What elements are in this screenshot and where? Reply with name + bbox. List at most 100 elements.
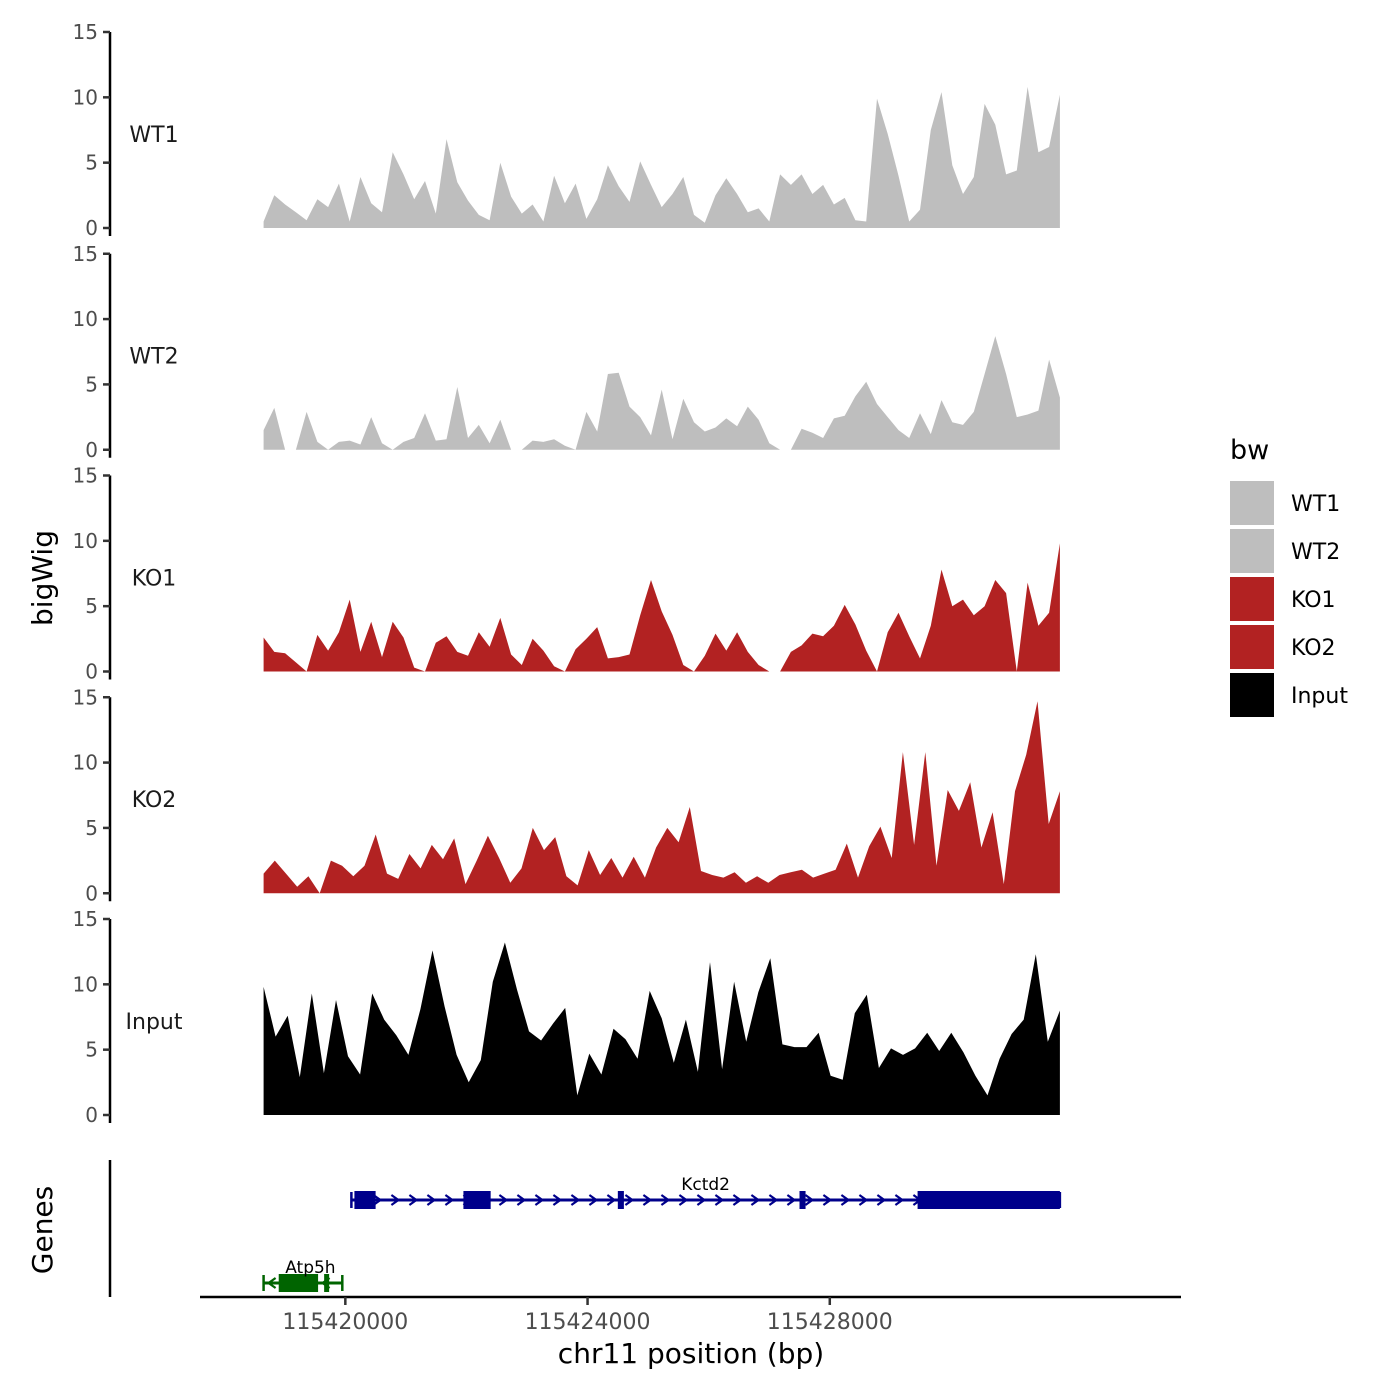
- y-tick-label-15: 15: [73, 464, 98, 488]
- strand-chevron: [498, 1194, 509, 1206]
- strand-chevron: [534, 1194, 545, 1206]
- x-axis: 115420000 115424000 115428000: [200, 1295, 1181, 1335]
- y-tick-label-0: 0: [85, 438, 98, 462]
- track-input: 0 5 10 15 Input: [73, 907, 1060, 1127]
- gene-kctd2: Kctd2: [350, 1175, 1062, 1209]
- strand-chevron: [696, 1194, 707, 1206]
- track-label-wt1: WT1: [129, 123, 178, 148]
- strand-chevron: [804, 1194, 815, 1206]
- signal-area-ko1: [263, 543, 1060, 672]
- signal-area-wt2: [263, 336, 1060, 450]
- signal-tracks: 0 5 10 15 WT1 0 5 10 15 WT2 0 5 10 15 KO1 0 5 10 15 KO2 0 5 10…: [73, 20, 1060, 1127]
- signal-area-ko2: [263, 701, 1060, 894]
- gene-track: Kctd2 Atp5h: [108, 1160, 1062, 1297]
- strand-chevron: [678, 1194, 689, 1206]
- exon: [354, 1191, 376, 1209]
- legend-label-wt1: WT1: [1291, 492, 1340, 517]
- track-label-wt2: WT2: [129, 345, 178, 370]
- y-tick-label-10: 10: [73, 529, 98, 553]
- legend-title: bw: [1230, 435, 1269, 466]
- y-tick-label-0: 0: [85, 216, 98, 240]
- strand-chevron: [372, 1194, 383, 1206]
- legend-label-ko2: KO2: [1291, 636, 1336, 661]
- y-tick-label-5: 5: [85, 1038, 98, 1062]
- signal-area-wt1: [263, 86, 1060, 229]
- genes-panel-title: Genes: [26, 1186, 59, 1274]
- legend-swatch-ko2: [1230, 625, 1274, 669]
- y-tick-label-0: 0: [85, 881, 98, 905]
- y-tick-label-0: 0: [85, 660, 98, 684]
- y-tick-label-15: 15: [73, 685, 98, 709]
- strand-chevron: [426, 1194, 437, 1206]
- y-tick-label-5: 5: [85, 816, 98, 840]
- exon: [324, 1274, 330, 1292]
- legend-swatch-ko1: [1230, 577, 1274, 621]
- exon: [617, 1191, 624, 1209]
- legend-item-input: Input: [1230, 673, 1348, 717]
- strand-chevron: [570, 1194, 581, 1206]
- y-tick-label-5: 5: [85, 372, 98, 396]
- signal-area-input: [263, 942, 1060, 1115]
- y-tick-label-5: 5: [85, 151, 98, 175]
- strand-chevron: [408, 1194, 419, 1206]
- strand-chevron: [786, 1194, 797, 1206]
- track-ko2: 0 5 10 15 KO2: [73, 685, 1060, 905]
- exon: [278, 1274, 319, 1292]
- legend-item-ko2: KO2: [1230, 625, 1336, 669]
- legend-swatch-wt2: [1230, 529, 1274, 573]
- y-tick-label-15: 15: [73, 907, 98, 931]
- strand-chevron: [266, 1277, 277, 1289]
- strand-chevron: [390, 1194, 401, 1206]
- track-label-ko2: KO2: [132, 788, 177, 813]
- strand-chevron: [858, 1194, 869, 1206]
- y-tick-label-15: 15: [73, 20, 98, 44]
- legend-item-ko1: KO1: [1230, 577, 1336, 621]
- gene-label-kctd2: Kctd2: [681, 1175, 730, 1195]
- y-tick-label-10: 10: [73, 85, 98, 109]
- strand-chevron: [444, 1194, 455, 1206]
- exon: [799, 1191, 806, 1209]
- legend-item-wt2: WT2: [1230, 529, 1340, 573]
- gene-label-atp5h: Atp5h: [285, 1258, 335, 1278]
- y-tick-label-15: 15: [73, 242, 98, 266]
- x-tick-label-115420000: 115420000: [282, 1310, 408, 1335]
- y-axis-title: bigWig: [26, 530, 59, 626]
- y-tick-label-10: 10: [73, 307, 98, 331]
- strand-chevron: [552, 1194, 563, 1206]
- strand-chevron: [750, 1194, 761, 1206]
- track-wt2: 0 5 10 15 WT2: [73, 242, 1060, 462]
- strand-chevron: [642, 1194, 653, 1206]
- exon: [463, 1191, 491, 1209]
- track-wt1: 0 5 10 15 WT1: [73, 20, 1060, 240]
- legend-swatch-input: [1230, 673, 1274, 717]
- y-tick-label-10: 10: [73, 751, 98, 775]
- strand-chevron: [624, 1194, 635, 1206]
- x-axis-title: chr11 position (bp): [558, 1337, 824, 1370]
- y-tick-label-5: 5: [85, 594, 98, 618]
- legend-swatch-wt1: [1230, 481, 1274, 525]
- legend-label-wt2: WT2: [1291, 540, 1340, 565]
- track-ko1: 0 5 10 15 KO1: [73, 464, 1060, 684]
- strand-chevron: [588, 1194, 599, 1206]
- legend-label-input: Input: [1291, 684, 1348, 709]
- x-tick-label-115428000: 115428000: [767, 1310, 893, 1335]
- legend: bw WT1 WT2 KO1 KO2 Input: [1230, 435, 1348, 717]
- strand-chevron: [732, 1194, 743, 1206]
- track-label-input: Input: [126, 1010, 183, 1035]
- strand-chevron: [894, 1194, 905, 1206]
- strand-chevron: [606, 1194, 617, 1206]
- strand-chevron: [768, 1194, 779, 1206]
- legend-label-ko1: KO1: [1291, 588, 1336, 613]
- x-tick-label-115424000: 115424000: [525, 1310, 651, 1335]
- exon: [917, 1191, 1060, 1209]
- strand-chevron: [660, 1194, 671, 1206]
- strand-chevron: [876, 1194, 887, 1206]
- track-label-ko1: KO1: [132, 566, 177, 591]
- gene-atp5h: Atp5h: [262, 1258, 344, 1292]
- legend-item-wt1: WT1: [1230, 481, 1340, 525]
- y-tick-label-0: 0: [85, 1103, 98, 1127]
- strand-chevron: [516, 1194, 527, 1206]
- strand-chevron: [822, 1194, 833, 1206]
- y-tick-label-10: 10: [73, 972, 98, 996]
